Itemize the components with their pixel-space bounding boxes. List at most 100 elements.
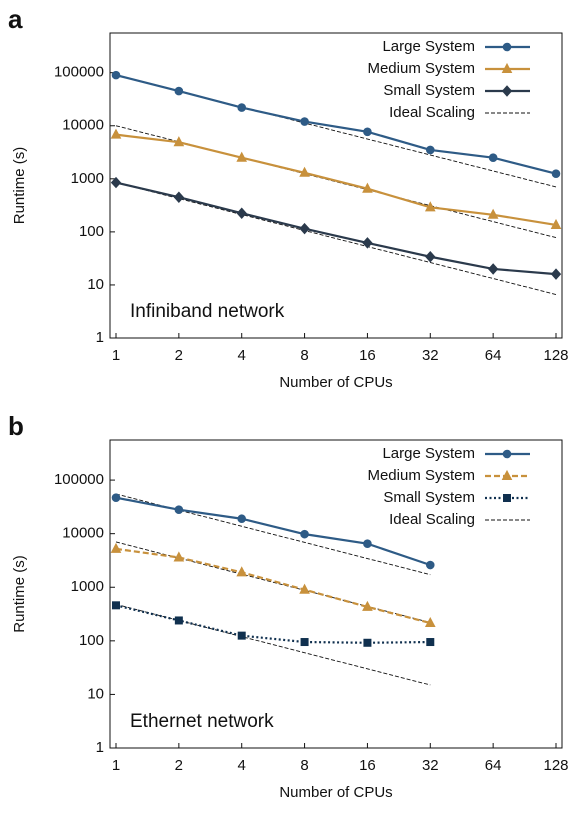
y-tick-label: 1 xyxy=(96,329,104,346)
y-tick-label: 1000 xyxy=(71,578,104,595)
marker xyxy=(174,86,184,96)
marker xyxy=(173,191,185,203)
y-tick-label: 10000 xyxy=(62,117,104,134)
x-axis-label: Number of CPUs xyxy=(279,374,392,391)
x-tick-label: 32 xyxy=(422,757,439,774)
marker xyxy=(110,542,122,553)
y-tick-label: 100000 xyxy=(54,64,104,81)
x-tick-label: 1 xyxy=(112,757,120,774)
ideal-line xyxy=(115,541,431,623)
marker xyxy=(362,182,373,193)
x-tick-label: 64 xyxy=(485,347,502,364)
marker xyxy=(112,601,120,610)
y-tick-label: 100 xyxy=(79,223,104,240)
marker xyxy=(363,638,372,647)
x-tick-label: 4 xyxy=(238,757,246,774)
marker xyxy=(110,128,122,139)
x-tick-label: 128 xyxy=(543,347,568,364)
y-tick-label: 100 xyxy=(79,632,104,649)
y-tick-label: 10 xyxy=(87,685,104,702)
x-tick-label: 128 xyxy=(543,757,568,774)
marker xyxy=(424,616,436,628)
y-axis-label: Runtime (s) xyxy=(11,555,28,633)
marker xyxy=(424,201,436,212)
y-axis-label: Runtime (s) xyxy=(11,147,28,225)
panel-letter: a xyxy=(8,4,23,34)
marker xyxy=(425,145,435,155)
marker xyxy=(501,469,513,480)
x-tick-label: 1 xyxy=(112,347,120,364)
marker xyxy=(299,166,310,177)
marker xyxy=(425,250,436,263)
legend-label: Ideal Scaling xyxy=(389,511,475,528)
x-tick-label: 16 xyxy=(359,757,376,774)
marker xyxy=(425,560,435,570)
series-line xyxy=(115,181,557,276)
marker xyxy=(299,222,310,235)
legend-label: Small System xyxy=(383,489,475,506)
series-line xyxy=(115,74,557,175)
x-tick-label: 2 xyxy=(175,347,183,364)
marker xyxy=(174,505,184,515)
ideal-line xyxy=(115,182,557,295)
marker xyxy=(236,207,247,219)
y-tick-label: 1 xyxy=(96,739,104,756)
marker xyxy=(426,638,435,647)
legend-label: Large System xyxy=(382,38,475,55)
marker xyxy=(173,136,185,147)
marker xyxy=(363,127,372,137)
marker xyxy=(236,566,248,577)
marker xyxy=(363,539,372,548)
series-line xyxy=(115,133,557,227)
marker xyxy=(236,151,248,162)
marker xyxy=(111,70,121,80)
panel-letter: b xyxy=(8,411,24,441)
marker xyxy=(550,218,562,229)
annotation: Ethernet network xyxy=(130,711,274,732)
annotation: Infiniband network xyxy=(130,301,285,322)
marker xyxy=(300,529,309,539)
x-tick-label: 2 xyxy=(175,757,183,774)
x-tick-label: 16 xyxy=(359,347,376,364)
marker xyxy=(173,551,185,562)
series-line xyxy=(115,604,431,644)
marker xyxy=(501,85,513,97)
y-tick-label: 1000 xyxy=(71,170,104,187)
x-tick-label: 8 xyxy=(300,347,308,364)
series-line xyxy=(115,547,431,625)
marker xyxy=(503,494,511,502)
plot-frame xyxy=(109,439,563,749)
legend-label: Medium System xyxy=(367,467,475,484)
x-tick-label: 4 xyxy=(238,347,246,364)
marker xyxy=(487,208,499,219)
marker xyxy=(502,449,512,459)
marker xyxy=(550,268,562,280)
marker xyxy=(502,42,512,52)
x-tick-label: 64 xyxy=(485,757,502,774)
marker xyxy=(501,62,513,73)
ideal-line xyxy=(115,603,431,686)
marker xyxy=(237,514,247,524)
marker xyxy=(299,583,310,594)
marker xyxy=(488,153,498,163)
plot-frame xyxy=(109,32,563,339)
marker xyxy=(300,117,309,126)
x-axis-label: Number of CPUs xyxy=(279,784,392,801)
marker xyxy=(300,638,309,647)
marker xyxy=(110,176,122,189)
series-line xyxy=(115,496,431,567)
marker xyxy=(174,616,183,625)
marker xyxy=(237,631,246,640)
y-tick-label: 10000 xyxy=(62,525,104,542)
marker xyxy=(362,600,373,611)
legend-label: Large System xyxy=(382,445,475,462)
legend-label: Small System xyxy=(383,82,475,99)
marker xyxy=(362,237,373,249)
marker xyxy=(111,493,121,502)
legend-label: Ideal Scaling xyxy=(389,104,475,121)
marker xyxy=(237,103,247,112)
y-tick-label: 10 xyxy=(87,276,104,293)
marker xyxy=(551,169,561,178)
x-tick-label: 32 xyxy=(422,347,439,364)
